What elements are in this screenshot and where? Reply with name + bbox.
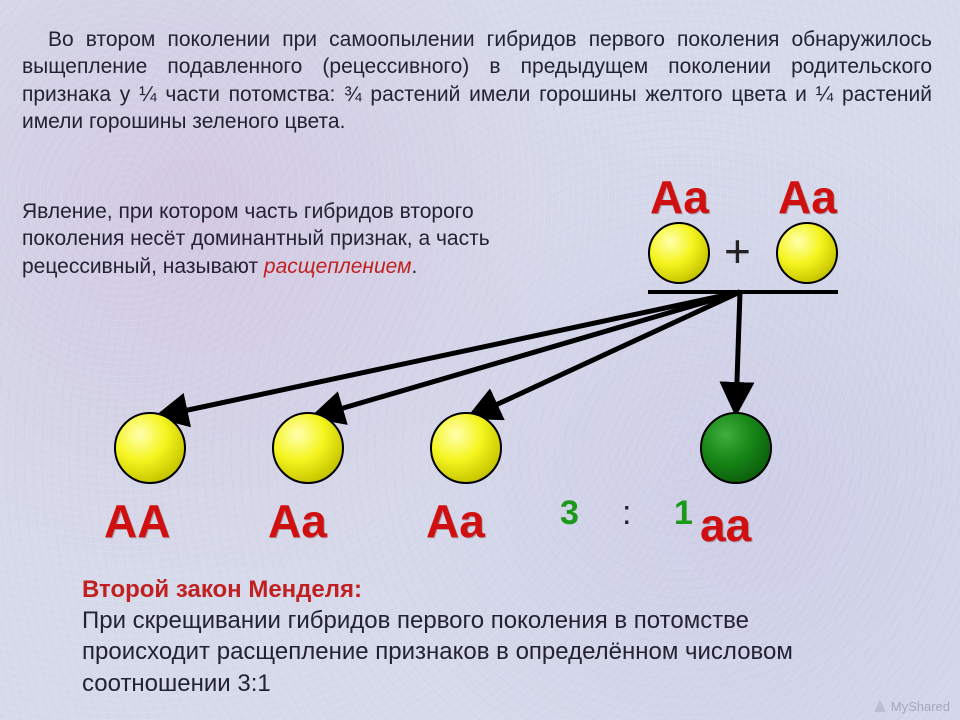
- offspring-4-genotype: aa: [700, 498, 751, 552]
- definition-post: .: [412, 255, 418, 278]
- definition-paragraph: Явление, при котором часть гибридов втор…: [22, 198, 502, 280]
- parent-1-genotype: Aa: [650, 170, 709, 224]
- watermark: MyShared: [873, 699, 950, 714]
- offspring-2-genotype: Aa: [268, 494, 327, 548]
- ratio-dominant: 3: [560, 494, 579, 533]
- parent-1-pea: [648, 222, 710, 284]
- parent-2-pea: [776, 222, 838, 284]
- term-rascheplenie: расщеплением: [264, 255, 412, 278]
- ratio-recessive: 1: [674, 494, 693, 533]
- offspring-4-pea: [700, 412, 772, 484]
- offspring-3-genotype: Aa: [426, 494, 485, 548]
- ratio-colon: :: [622, 494, 631, 533]
- offspring-2-pea: [272, 412, 344, 484]
- cross-plus: +: [724, 224, 751, 278]
- parent-2-genotype: Aa: [778, 170, 837, 224]
- law-body: При скрещивании гибридов первого поколен…: [82, 607, 793, 696]
- definition-pre: Явление, при котором часть гибридов втор…: [22, 200, 490, 278]
- law-title: Второй закон Менделя:: [82, 576, 362, 603]
- intro-paragraph: Во втором поколении при самоопылении гиб…: [22, 26, 932, 135]
- watermark-icon: [873, 699, 887, 713]
- offspring-1-genotype: AA: [104, 494, 170, 548]
- watermark-text: MyShared: [891, 699, 950, 714]
- offspring-1-pea: [114, 412, 186, 484]
- offspring-3-pea: [430, 412, 502, 484]
- mendel-second-law: Второй закон Менделя: При скрещивании ги…: [82, 574, 882, 699]
